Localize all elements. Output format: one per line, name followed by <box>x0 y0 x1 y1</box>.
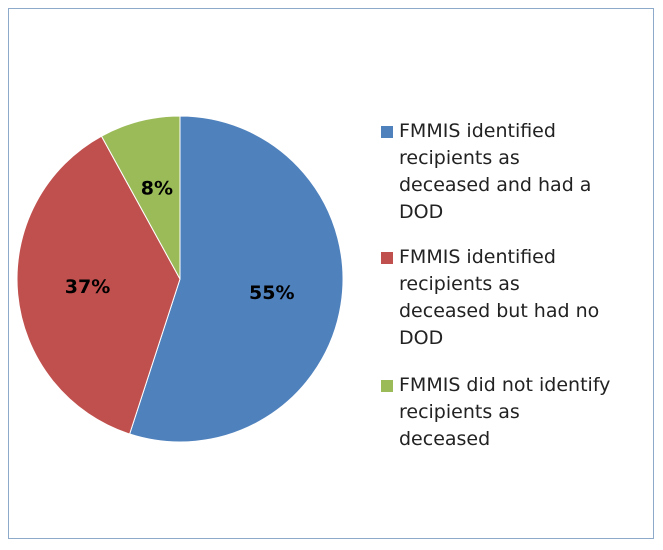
legend-swatch <box>381 126 393 138</box>
chart-frame <box>8 8 654 539</box>
data-label: 37% <box>65 276 110 298</box>
pie-slice <box>128 115 344 443</box>
legend-swatch <box>381 380 393 392</box>
data-label: 8% <box>141 178 173 200</box>
data-label: 55% <box>249 282 294 304</box>
legend-swatch <box>381 252 393 264</box>
legend-label: FMMIS did not identify recipients as dec… <box>399 374 611 450</box>
pie-slice <box>16 135 181 435</box>
legend-label: FMMIS identified recipients as deceased … <box>399 120 592 223</box>
legend-label: FMMIS identified recipients as deceased … <box>399 246 600 349</box>
pie-slice <box>100 115 181 280</box>
